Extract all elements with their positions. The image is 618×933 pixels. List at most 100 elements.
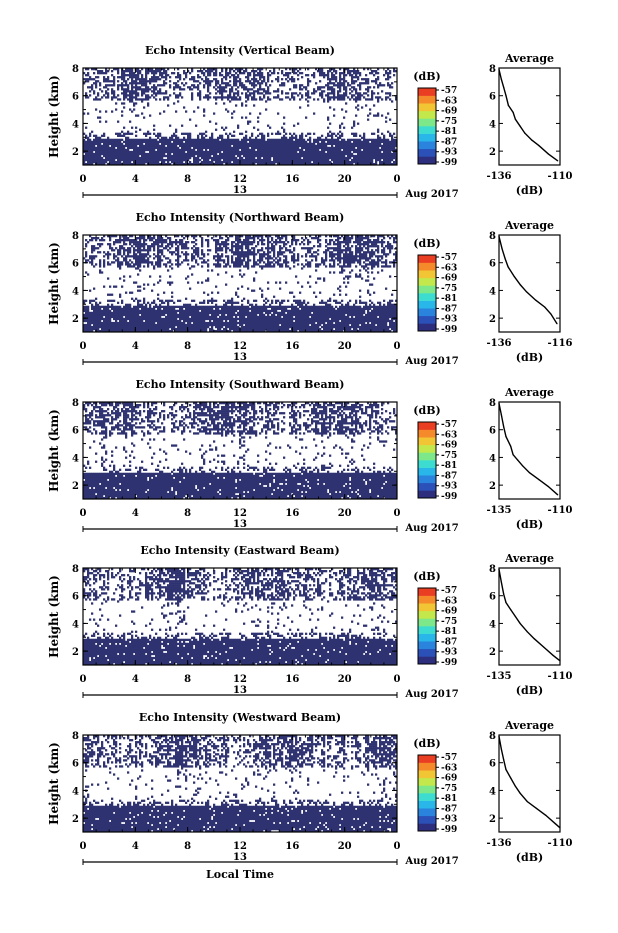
heatmap-cell <box>197 312 199 314</box>
heatmap-cell <box>193 153 195 155</box>
heatmap-cell <box>117 157 119 159</box>
heatmap-cell <box>137 153 139 155</box>
avg-x-tick-label: -110 <box>547 171 572 182</box>
heatmap-cell <box>343 76 345 78</box>
heatmap-cell <box>327 147 329 149</box>
heatmap-cell <box>89 326 91 328</box>
heatmap-cell <box>297 143 299 145</box>
heatmap-cell <box>333 153 335 155</box>
heatmap-cell <box>105 151 107 153</box>
heatmap-cell <box>125 80 127 82</box>
heatmap-cell <box>229 94 231 96</box>
heatmap-cell <box>111 110 113 112</box>
heatmap-cell <box>181 306 183 308</box>
heatmap-cell <box>291 155 293 157</box>
heatmap-cell <box>141 80 143 82</box>
heatmap-cell <box>99 149 101 151</box>
heatmap-cell <box>345 145 347 147</box>
heatmap-cell <box>277 76 279 78</box>
heatmap-cell <box>113 147 115 149</box>
heatmap-cell <box>115 308 117 310</box>
heatmap-cell <box>135 153 137 155</box>
heatmap-cell <box>255 90 257 92</box>
heatmap-cell <box>153 161 155 163</box>
heatmap-cell <box>291 145 293 147</box>
heatmap-cell <box>193 251 195 253</box>
heatmap-cell <box>165 72 167 74</box>
heatmap-cell <box>239 141 241 143</box>
heatmap-cell <box>283 74 285 76</box>
heatmap-cell <box>163 161 165 163</box>
heatmap-cell <box>317 143 319 145</box>
heatmap-cell <box>95 322 97 324</box>
heatmap-cell <box>269 139 271 141</box>
heatmap-cell <box>279 84 281 86</box>
heatmap-cell <box>145 243 147 245</box>
heatmap-cell <box>243 70 245 72</box>
heatmap-cell <box>209 328 211 330</box>
heatmap-cell <box>303 161 305 163</box>
heatmap-cell <box>321 135 323 137</box>
heatmap-cell <box>131 92 133 94</box>
heatmap-cell <box>177 245 179 247</box>
heatmap-cell <box>133 74 135 76</box>
heatmap-cell <box>99 322 101 324</box>
heatmap-cell <box>159 239 161 241</box>
heatmap-cell <box>145 314 147 316</box>
heatmap-cell <box>131 74 133 76</box>
heatmap-cell <box>97 328 99 330</box>
heatmap-cell <box>377 86 379 88</box>
heatmap-cell <box>351 153 353 155</box>
heatmap-cell <box>259 74 261 76</box>
heatmap-cell <box>135 76 137 78</box>
heatmap-cell <box>331 141 333 143</box>
heatmap-cell <box>237 161 239 163</box>
heatmap-cell <box>115 96 117 98</box>
heatmap-cell <box>239 98 241 100</box>
heatmap-cell <box>233 96 235 98</box>
heatmap-cell <box>273 153 275 155</box>
heatmap-cell <box>327 133 329 135</box>
heatmap-cell <box>91 245 93 247</box>
heatmap-cell <box>119 306 121 308</box>
heatmap-cell <box>127 314 129 316</box>
heatmap-cell <box>123 84 125 86</box>
heatmap-cell <box>247 72 249 74</box>
heatmap-cell <box>145 261 147 263</box>
heatmap-cell <box>375 80 377 82</box>
heatmap-cell <box>389 147 391 149</box>
heatmap-cell <box>157 312 159 314</box>
heatmap-cell <box>197 320 199 322</box>
heatmap-cell <box>85 135 87 137</box>
heatmap-cell <box>343 74 345 76</box>
heatmap-cell <box>183 88 185 90</box>
heatmap-cell <box>177 139 179 141</box>
heatmap-cell <box>137 261 139 263</box>
heatmap-cell <box>361 147 363 149</box>
heatmap-cell <box>127 316 129 318</box>
heatmap-cell <box>193 255 195 257</box>
heatmap-cell <box>377 139 379 141</box>
heatmap-cell <box>91 157 93 159</box>
heatmap-cell <box>99 143 101 145</box>
heatmap-cell <box>245 135 247 137</box>
heatmap-cell <box>125 306 127 308</box>
heatmap-cell <box>217 143 219 145</box>
heatmap-cell <box>155 151 157 153</box>
heatmap-cell <box>355 80 357 82</box>
heatmap-cell <box>141 253 143 255</box>
heatmap-cell <box>111 326 113 328</box>
heatmap-cell <box>179 239 181 241</box>
heatmap-cell <box>157 308 159 310</box>
heatmap-cell <box>233 82 235 84</box>
heatmap-cell <box>361 155 363 157</box>
heatmap-cell <box>91 141 93 143</box>
heatmap-cell <box>95 326 97 328</box>
heatmap-cell <box>125 308 127 310</box>
heatmap-cell <box>149 326 151 328</box>
heatmap-cell <box>343 96 345 98</box>
heatmap-cell <box>135 114 137 116</box>
heatmap-cell <box>293 133 295 135</box>
heatmap-cell <box>199 316 201 318</box>
heatmap-cell <box>223 155 225 157</box>
